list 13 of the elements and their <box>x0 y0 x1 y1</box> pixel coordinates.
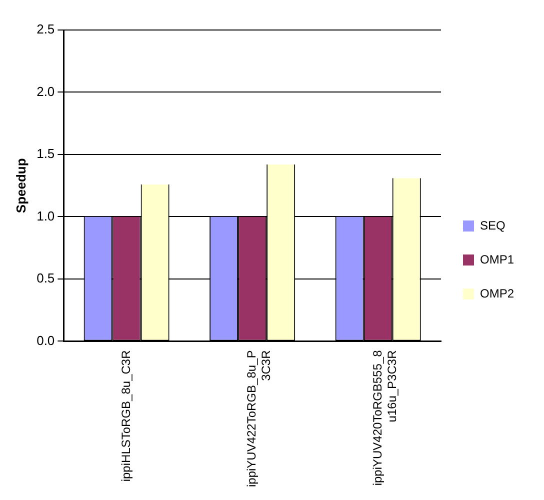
y-tick-label: 0.5 <box>36 270 55 286</box>
y-tick-label: 2.0 <box>36 84 55 99</box>
y-tick-label: 2.5 <box>36 22 55 37</box>
x-tick-label: ippiYUV420ToRGB555_8u16u_P3C3R <box>370 350 399 486</box>
legend-label: OMP1 <box>480 252 514 266</box>
y-axis-title: Speedup <box>13 158 28 214</box>
x-tick-label: ippiYUV422ToRGB_8u_P3C3R <box>244 350 274 488</box>
x-tick-label: ippiHLSToRGB_8u_C3R <box>118 350 133 482</box>
y-tick-label: 1.5 <box>36 146 55 162</box>
legend-label: OMP2 <box>480 286 514 300</box>
legend-label: SEQ <box>480 218 506 232</box>
y-tick-label: 0.0 <box>36 332 55 348</box>
y-tick-label: 1.0 <box>36 208 55 224</box>
